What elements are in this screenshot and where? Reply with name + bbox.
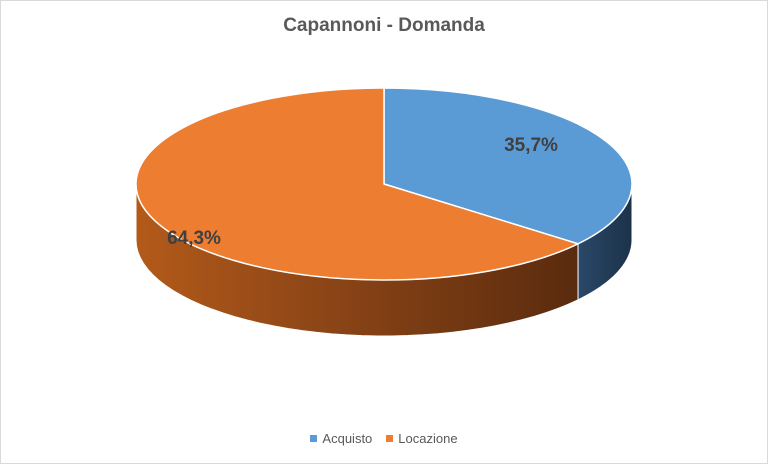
- legend-item-locazione: Locazione: [386, 431, 458, 446]
- legend-label-acquisto: Acquisto: [322, 431, 373, 446]
- pie-layer: 35,7% 64,3%: [135, 87, 633, 337]
- pie-slice-locazione: [135, 87, 579, 281]
- data-label-acquisto: 35,7%: [504, 135, 558, 156]
- chart-title: Capannoni - Domanda: [283, 15, 485, 36]
- legend-item-acquisto: Acquisto: [310, 431, 372, 446]
- pie-slice-acquisto: [383, 87, 633, 245]
- legend-swatch-locazione: [386, 435, 394, 442]
- legend-swatch-acquisto: [310, 435, 318, 442]
- legend: Acquisto Locazione: [1, 431, 767, 446]
- data-label-locazione: 64,3%: [167, 228, 221, 249]
- legend-label-locazione: Locazione: [398, 431, 458, 446]
